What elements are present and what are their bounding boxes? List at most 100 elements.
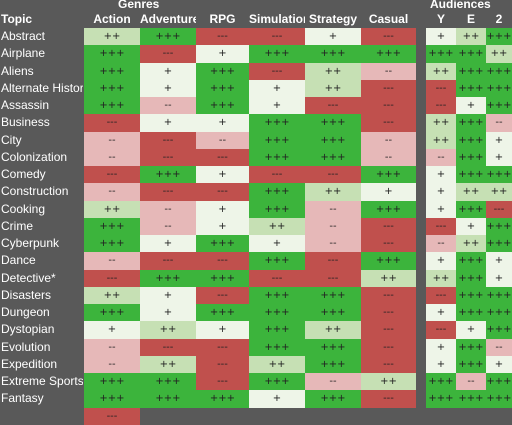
audience-cell: + — [486, 355, 512, 373]
genre-cell: -- — [84, 183, 140, 201]
genre-cell: +++ — [84, 62, 140, 80]
topic-label: Cyberpunk — [1, 236, 60, 250]
genre-cell: + — [140, 304, 196, 322]
genre-cell: --- — [361, 114, 416, 132]
genre-cell: +++ — [196, 97, 249, 115]
genre-cell: --- — [361, 390, 416, 408]
topic-label: Alternate History — [1, 80, 83, 95]
genre-cell: +++ — [361, 252, 416, 270]
genre-cell — [361, 408, 416, 425]
audience-cell: +++ — [456, 148, 486, 166]
section-divider — [416, 28, 426, 411]
audience-cell: +++ — [456, 166, 486, 184]
genre-cell: --- — [196, 252, 249, 270]
genre-cell: ++ — [305, 183, 361, 201]
audience-cell: ++ — [426, 62, 456, 80]
genre-cell: --- — [361, 321, 416, 339]
audience-cell: + — [426, 304, 456, 322]
topic-label: Business — [1, 115, 50, 130]
genres-header: Genres — [118, 0, 160, 11]
genre-column-header: Action — [93, 12, 131, 26]
genre-column-header: Simulation — [249, 12, 305, 26]
genre-cell: ++ — [84, 200, 140, 218]
genre-cell: +++ — [305, 148, 361, 166]
audiences-header: Audiences — [430, 0, 491, 11]
topic-label: Assassin — [1, 98, 50, 112]
genre-cell: -- — [305, 373, 361, 391]
audience-cell: +++ — [456, 79, 486, 97]
genre-cell: +++ — [249, 321, 305, 339]
genre-cell: +++ — [249, 131, 305, 149]
genre-cell: + — [249, 390, 305, 408]
genre-cell: -- — [140, 217, 196, 235]
audience-cell: --- — [426, 217, 456, 235]
genre-cell: --- — [361, 355, 416, 373]
audience-cell: + — [426, 183, 456, 201]
genre-cell: + — [196, 45, 249, 63]
audience-cell: +++ — [456, 45, 486, 63]
genre-cell: +++ — [249, 373, 305, 391]
genre-cell: --- — [84, 114, 140, 132]
genre-cell: --- — [84, 269, 140, 287]
topic-header: Topic — [1, 12, 33, 26]
genre-cell: --- — [140, 45, 196, 63]
audience-cell: + — [426, 28, 456, 46]
genre-cell: +++ — [249, 304, 305, 322]
audience-cell: + — [456, 321, 486, 339]
audience-cell: +++ — [486, 286, 512, 304]
genre-cell: -- — [361, 62, 416, 80]
genre-cell: + — [249, 235, 305, 253]
genre-cell: -- — [84, 131, 140, 149]
genre-cell: ++ — [361, 269, 416, 287]
genre-cell: + — [140, 62, 196, 80]
genre-cell: +++ — [140, 166, 196, 184]
genre-cell: +++ — [84, 373, 140, 391]
audience-cell: ++ — [456, 235, 486, 253]
audience-column-header: Y — [436, 12, 445, 26]
audience-cell: +++ — [456, 304, 486, 322]
genre-cell: +++ — [140, 28, 196, 46]
audience-cell: +++ — [456, 62, 486, 80]
genre-cell: +++ — [305, 131, 361, 149]
audience-cell: +++ — [456, 200, 486, 218]
audience-cell: + — [456, 217, 486, 235]
genre-cell: +++ — [249, 148, 305, 166]
audience-cell: --- — [426, 97, 456, 115]
audience-cell: +++ — [486, 217, 512, 235]
genre-cell: + — [140, 79, 196, 97]
audience-cell: ++ — [486, 45, 512, 63]
genre-cell: +++ — [196, 62, 249, 80]
genre-cell: --- — [196, 148, 249, 166]
genre-column-header: Adventure — [140, 12, 196, 26]
topic-label: Construction — [1, 184, 69, 199]
genre-cell: ++ — [140, 355, 196, 373]
topic-label: Extreme Sports — [1, 374, 83, 388]
genre-cell: --- — [196, 286, 249, 304]
genre-cell: --- — [305, 252, 361, 270]
genre-cell: +++ — [305, 304, 361, 322]
genre-cell: +++ — [84, 390, 140, 408]
genre-cell: -- — [140, 97, 196, 115]
genre-cell: +++ — [196, 269, 249, 287]
genre-cell: --- — [84, 407, 140, 425]
topic-label: Aliens — [1, 63, 34, 78]
genre-cell: --- — [140, 148, 196, 166]
genre-cell: +++ — [84, 45, 140, 63]
audience-cell: +++ — [486, 373, 512, 391]
genre-cell: --- — [361, 304, 416, 322]
genre-column-header: RPG — [209, 12, 236, 26]
audience-cell: --- — [426, 321, 456, 339]
audience-cell: +++ — [486, 97, 512, 115]
genre-cell: +++ — [196, 235, 249, 253]
audience-cell: --- — [426, 79, 456, 97]
genre-cell: --- — [361, 235, 416, 253]
genre-cell — [305, 408, 361, 425]
genre-cell — [196, 408, 249, 425]
genre-cell — [140, 408, 196, 425]
genre-cell: --- — [305, 166, 361, 184]
genre-cell: --- — [140, 338, 196, 356]
genre-column-header: Casual — [368, 12, 409, 26]
genre-cell: +++ — [361, 166, 416, 184]
audience-cell: +++ — [486, 62, 512, 80]
audience-cell — [426, 408, 456, 425]
